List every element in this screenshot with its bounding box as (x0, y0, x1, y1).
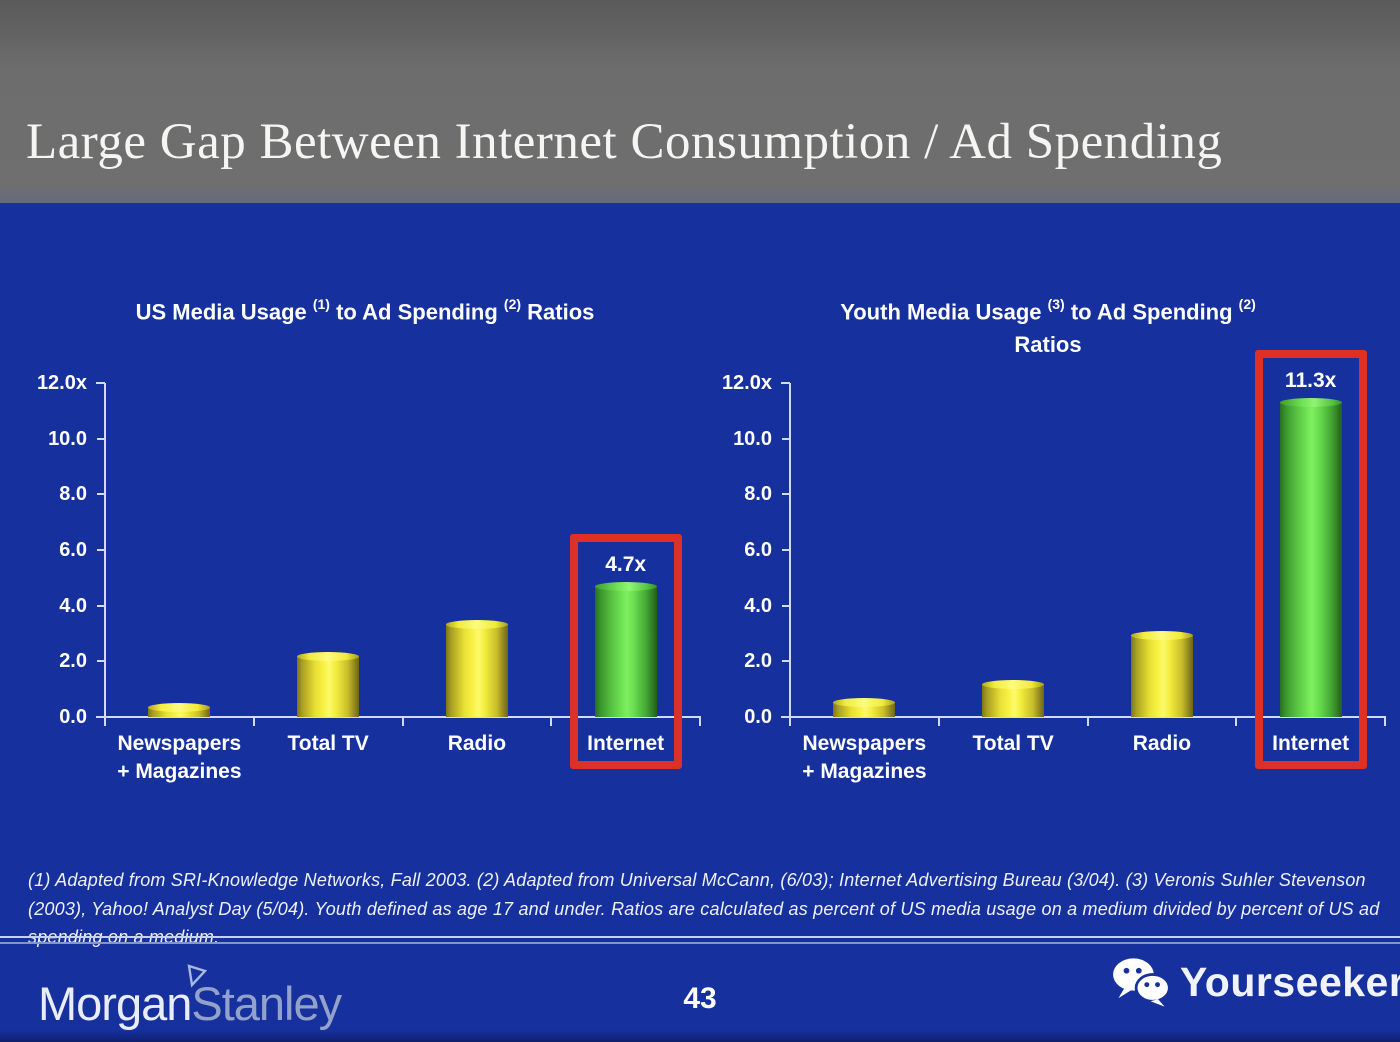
y-tick-label: 0.0 (59, 706, 87, 728)
x-tick (550, 718, 553, 726)
footnote: (1) Adapted from SRI-Knowledge Networks,… (28, 870, 1380, 947)
y-tick-label: 2.0 (59, 650, 87, 673)
y-tick-label: 8.0 (59, 483, 87, 506)
category-label-internet: Internet (587, 732, 665, 755)
bar-newspapers (148, 703, 211, 717)
wechat-icon (1113, 958, 1171, 1007)
slide-header: Large Gap Between Internet Consumption /… (0, 0, 1400, 203)
x-tick (699, 718, 701, 726)
x-axis (781, 716, 1386, 718)
x-tick (401, 718, 404, 726)
bar-radio (445, 619, 508, 717)
y-axis (789, 383, 791, 717)
stanley-logo-text: Stanley (191, 977, 342, 1030)
y-tick-label: 12.0x (721, 372, 772, 394)
category-label-total-tv: Total TV (972, 732, 1054, 755)
y-tick (782, 660, 789, 663)
y-tick (97, 437, 104, 440)
bar-internet (1279, 398, 1342, 717)
page-number: 43 (683, 982, 717, 1015)
bar-newspapers (833, 697, 896, 717)
bar-cap (297, 651, 360, 661)
y-tick (782, 437, 789, 440)
category-label-radio: Radio (1132, 732, 1192, 755)
bar-cap (833, 697, 896, 707)
category-label-newspapers: Newspapers + Magazines (802, 732, 927, 783)
y-tick-label: 10.0 (733, 427, 772, 450)
y-tick (782, 549, 789, 551)
y-tick-label: 4.0 (59, 594, 87, 617)
x-tick (1235, 718, 1238, 726)
category-label-radio: Radio (447, 732, 507, 755)
morgan-logo-text: Morgan (38, 977, 192, 1030)
morgan-stanley-triangle-icon (187, 964, 208, 988)
highlight-box (1254, 350, 1367, 769)
bar-total-tv (982, 679, 1045, 717)
x-axis (96, 716, 701, 718)
y-tick (97, 493, 104, 496)
x-tick (937, 718, 940, 726)
bar-value-label: 4.7x (605, 553, 647, 577)
highlight-box (569, 534, 682, 769)
y-tick (782, 382, 789, 384)
bar-radio (1130, 630, 1193, 717)
y-tick (97, 716, 104, 718)
bar-value-label: 11.3x (1284, 369, 1337, 393)
slide-title: Large Gap Between Internet Consumption /… (26, 114, 1223, 170)
x-tick (789, 718, 791, 726)
y-tick-label: 10.0 (48, 427, 87, 450)
y-tick-label: 4.0 (744, 594, 772, 617)
y-tick (97, 660, 104, 663)
y-tick-label: 0.0 (744, 706, 772, 728)
y-tick-label: 2.0 (744, 650, 772, 673)
y-tick (97, 604, 104, 607)
bar-total-tv (297, 651, 360, 717)
x-tick (104, 718, 106, 726)
bar-cap (445, 619, 508, 629)
yourseeker-logo: Yourseeker (1112, 956, 1400, 1008)
y-axis (104, 383, 106, 717)
x-tick (252, 718, 255, 726)
category-label-total-tv: Total TV (287, 732, 369, 755)
y-tick (97, 549, 104, 551)
morgan-stanley-logo: MorganStanley (38, 964, 342, 1032)
y-tick-label: 8.0 (744, 483, 772, 506)
category-label-internet: Internet (1272, 732, 1350, 755)
y-tick-label: 6.0 (59, 539, 87, 561)
bar-cap (1279, 398, 1342, 408)
y-tick-label: 12.0x (36, 372, 87, 394)
y-tick-label: 6.0 (744, 539, 772, 561)
y-tick (782, 716, 789, 718)
bar-cap (594, 582, 657, 592)
bar-cap (1130, 630, 1193, 640)
bar-cap (148, 703, 211, 713)
bar-internet (594, 582, 657, 717)
x-tick (1086, 718, 1089, 726)
category-label-newspapers: Newspapers + Magazines (117, 732, 242, 783)
x-tick (1384, 718, 1386, 726)
yourseeker-wordmark: Yourseeker (1180, 958, 1400, 1005)
chart-title: US Media Usage (1) to Ad Spending (2) Ra… (135, 296, 595, 325)
bar-cap (982, 679, 1045, 689)
y-tick (782, 493, 789, 496)
footer-divider (0, 936, 1400, 944)
y-tick (97, 382, 104, 384)
y-tick (782, 604, 789, 607)
chart-title: Youth Media Usage (3) to Ad Spending (2)… (840, 296, 1256, 358)
